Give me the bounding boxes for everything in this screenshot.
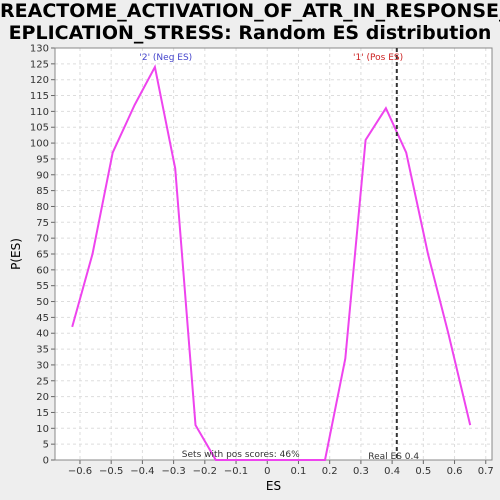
y-tick-label: 110 <box>30 107 49 118</box>
y-tick-label: 10 <box>36 424 49 435</box>
y-tick-label: 45 <box>36 313 49 324</box>
y-tick-label: 15 <box>36 408 49 419</box>
y-tick-label: 125 <box>30 59 49 70</box>
y-tick-label: 65 <box>36 250 49 261</box>
x-tick-label: 0.2 <box>322 466 338 477</box>
pos-es-label: '1' (Pos ES) <box>353 53 403 63</box>
axes: 0 5 10 15 20 25 30 35 40 45 50 55 60 65 70 75 80 85 90 95 10… <box>30 44 494 478</box>
y-tick-label: 5 <box>43 440 49 451</box>
x-tick-label: 0.6 <box>447 466 463 477</box>
real-es-label: Real ES 0.4 <box>368 452 419 462</box>
y-tick-label: 75 <box>36 218 49 229</box>
series-line <box>71 64 472 461</box>
y-tick-label: 95 <box>36 154 49 165</box>
y-tick-label: 20 <box>36 392 49 403</box>
x-axis-label: ES <box>266 479 281 493</box>
y-tick-label: 130 <box>30 44 49 55</box>
grid <box>55 47 492 461</box>
y-tick-label: 85 <box>36 186 49 197</box>
series-layer <box>71 64 472 461</box>
chart-title-line-1: REACTOME_ACTIVATION_OF_ATR_IN_RESPONSE_T… <box>0 0 500 22</box>
y-tick-label: 100 <box>30 139 49 150</box>
x-tick-label: 0 <box>264 466 270 477</box>
x-tick-label: 0.4 <box>384 466 400 477</box>
x-tick-label: 0.5 <box>415 466 431 477</box>
y-tick-label: 0 <box>43 456 49 467</box>
chart-title: REACTOME_ACTIVATION_OF_ATR_IN_RESPONSE_T… <box>0 0 500 44</box>
y-tick-label: 80 <box>36 202 49 213</box>
y-tick-label: 90 <box>36 170 49 181</box>
y-tick-label: 60 <box>36 265 49 276</box>
y-axis-label: P(ES) <box>9 238 23 270</box>
x-tick-label: 0.1 <box>291 466 307 477</box>
x-tick-label: 0.3 <box>353 466 369 477</box>
x-tick-label: −0.3 <box>161 466 185 477</box>
x-tick-label: −0.4 <box>130 466 154 477</box>
y-tick-label: 120 <box>30 75 49 86</box>
x-tick-label: −0.5 <box>99 466 123 477</box>
x-tick-label: 0.7 <box>478 466 494 477</box>
x-tick-label: −0.1 <box>224 466 248 477</box>
y-tick-label: 35 <box>36 345 49 356</box>
chart-title-line-2: EPLICATION_STRESS: Random ES distributio… <box>8 22 492 44</box>
y-tick-label: 50 <box>36 297 49 308</box>
neg-es-label: '2' (Neg ES) <box>139 53 192 63</box>
x-tick-label: −0.2 <box>193 466 217 477</box>
x-tick-label: −0.6 <box>68 466 92 477</box>
y-tick-label: 30 <box>36 360 49 371</box>
y-tick-label: 55 <box>36 281 49 292</box>
y-tick-label: 70 <box>36 234 49 245</box>
y-tick-label: 40 <box>36 329 49 340</box>
y-tick-label: 25 <box>36 376 49 387</box>
y-tick-label: 115 <box>30 91 49 102</box>
pos-scores-text: Sets with pos scores: 46% <box>182 450 300 460</box>
y-tick-label: 105 <box>30 123 49 134</box>
